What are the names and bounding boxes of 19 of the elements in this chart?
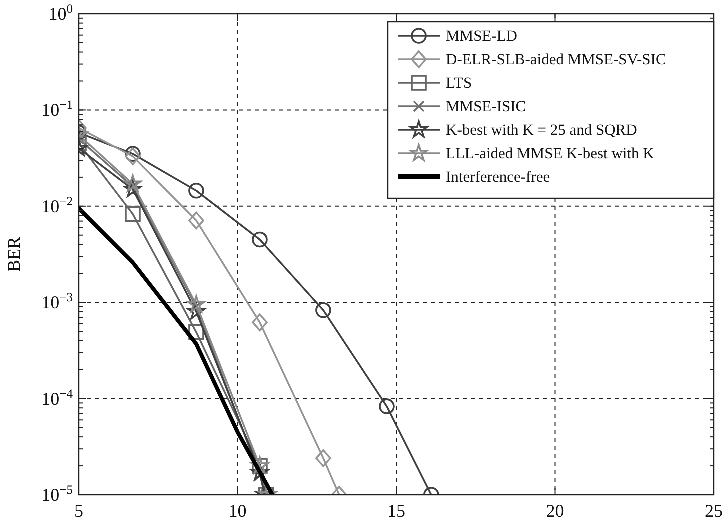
legend-label: D-ELR-SLB-aided MMSE-SV-SIC (446, 52, 666, 68)
legend-label: K-best with K = 25 and SQRD (446, 122, 638, 139)
x-tick-label: 10 (228, 501, 247, 521)
x-tick-label: 20 (546, 501, 564, 521)
legend-label: Interference-free (446, 169, 550, 186)
x-tick-label: 25 (705, 501, 723, 521)
y-tick-label: 10$^{−1}$ (42, 98, 73, 120)
legend-label: LLL-aided MMSE K-best with K (446, 146, 656, 162)
y-tick-label: 10$^{−2}$ (42, 194, 73, 216)
y-axis-title: BER (4, 236, 24, 272)
y-tick-label: 10$^{−4}$ (42, 386, 74, 409)
legend-label: MMSE-ISIC (446, 98, 526, 116)
y-tick-label: 10$^{−3}$ (42, 290, 73, 313)
legend-label: MMSE-LD (446, 28, 518, 45)
y-tick-label: 10$^{0}$ (48, 2, 73, 24)
x-tick-label: 15 (388, 501, 406, 521)
legend-label: LTS (446, 75, 472, 92)
x-tick-label: 5 (74, 501, 84, 521)
y-tick-label: 10$^{−5}$ (42, 483, 73, 505)
